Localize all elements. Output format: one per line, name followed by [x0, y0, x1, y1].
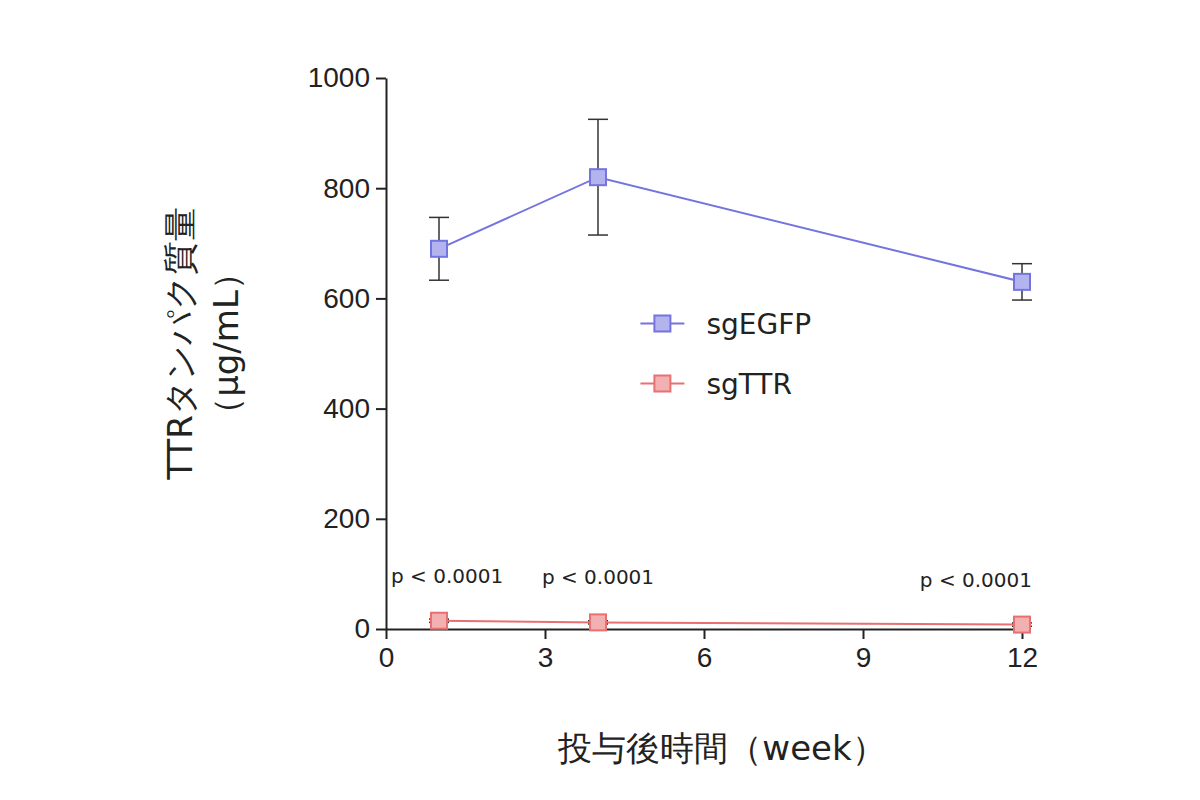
- tick-mark: [376, 408, 386, 410]
- tick: 800: [323, 173, 386, 204]
- tick-mark: [376, 188, 386, 190]
- tick-label: 0: [354, 613, 370, 644]
- tick-label: 400: [323, 393, 370, 424]
- error-bar: [588, 119, 608, 235]
- tick: 0: [354, 613, 386, 644]
- legend: sgEGFP sgTTR: [640, 308, 811, 401]
- legend-label: sgEGFP: [706, 308, 811, 341]
- tick-label: 6: [697, 642, 713, 673]
- tick: 600: [323, 283, 386, 314]
- tick-label: 800: [323, 173, 370, 204]
- tick-mark: [376, 518, 386, 520]
- tick: 3: [538, 629, 554, 673]
- legend-marker: [654, 316, 670, 332]
- tick-label: 600: [323, 283, 370, 314]
- x-axis: 0 3 6 9 12: [379, 629, 1038, 673]
- y-axis-title-line: （μg/mL）: [206, 256, 246, 431]
- annotation: p < 0.0001: [920, 568, 1032, 592]
- tick: 6: [697, 629, 713, 673]
- annotation: p < 0.0001: [542, 565, 654, 589]
- error-cap: [588, 234, 608, 236]
- series: [429, 119, 1032, 300]
- tick-label: 200: [323, 503, 370, 534]
- tick: 1000: [308, 62, 386, 93]
- y-axis-title: TTRタンパク質量（μg/mL）: [160, 207, 246, 481]
- tick-mark: [704, 629, 706, 639]
- y-axis-title-line: TTRタンパク質量: [160, 207, 200, 481]
- tick-mark: [376, 298, 386, 300]
- error-cap: [429, 279, 449, 281]
- tick-mark: [545, 629, 547, 639]
- chart: 0 3 6 9 12 0 200 400 600 800 1000 p < 0.0001 p < 0.0…: [0, 0, 1200, 800]
- marker: [590, 169, 606, 185]
- marker: [590, 614, 606, 630]
- tick-label: 0: [379, 642, 395, 673]
- tick: 200: [323, 503, 386, 534]
- tick: 12: [1007, 629, 1038, 673]
- y-axis: 0 200 400 600 800 1000: [308, 62, 387, 644]
- series-line: [439, 177, 1022, 282]
- x-axis-title: 投与後時間（week）: [557, 728, 885, 768]
- legend-marker: [654, 376, 670, 392]
- tick-label: 3: [538, 642, 554, 673]
- tick-mark: [863, 629, 865, 639]
- legend-item: sgTTR: [640, 368, 792, 401]
- annotation: p < 0.0001: [391, 564, 503, 588]
- error-cap: [429, 217, 449, 219]
- tick-label: 9: [856, 642, 872, 673]
- legend-item: sgEGFP: [640, 308, 811, 341]
- tick: 9: [856, 629, 872, 673]
- tick: 0: [379, 629, 395, 673]
- error-bar: [1012, 264, 1032, 300]
- error-bar: [429, 217, 449, 280]
- tick-mark: [376, 78, 386, 80]
- marks: [429, 119, 1032, 632]
- error-cap: [1012, 263, 1032, 265]
- tick-mark: [376, 629, 386, 631]
- tick-label: 1000: [308, 62, 370, 93]
- series-line: [439, 621, 1022, 625]
- marker: [431, 241, 447, 257]
- error-cap: [1012, 299, 1032, 301]
- marker: [431, 613, 447, 629]
- tick-label: 12: [1007, 642, 1038, 673]
- series: [429, 613, 1032, 633]
- plot: 0 3 6 9 12 0 200 400 600 800 1000 p < 0.0001 p < 0.0…: [308, 62, 1038, 672]
- error-cap: [588, 119, 608, 121]
- marker: [1014, 617, 1030, 633]
- axis-line: [386, 79, 388, 630]
- tick: 400: [323, 393, 386, 424]
- legend-label: sgTTR: [706, 368, 792, 401]
- marker: [1014, 274, 1030, 290]
